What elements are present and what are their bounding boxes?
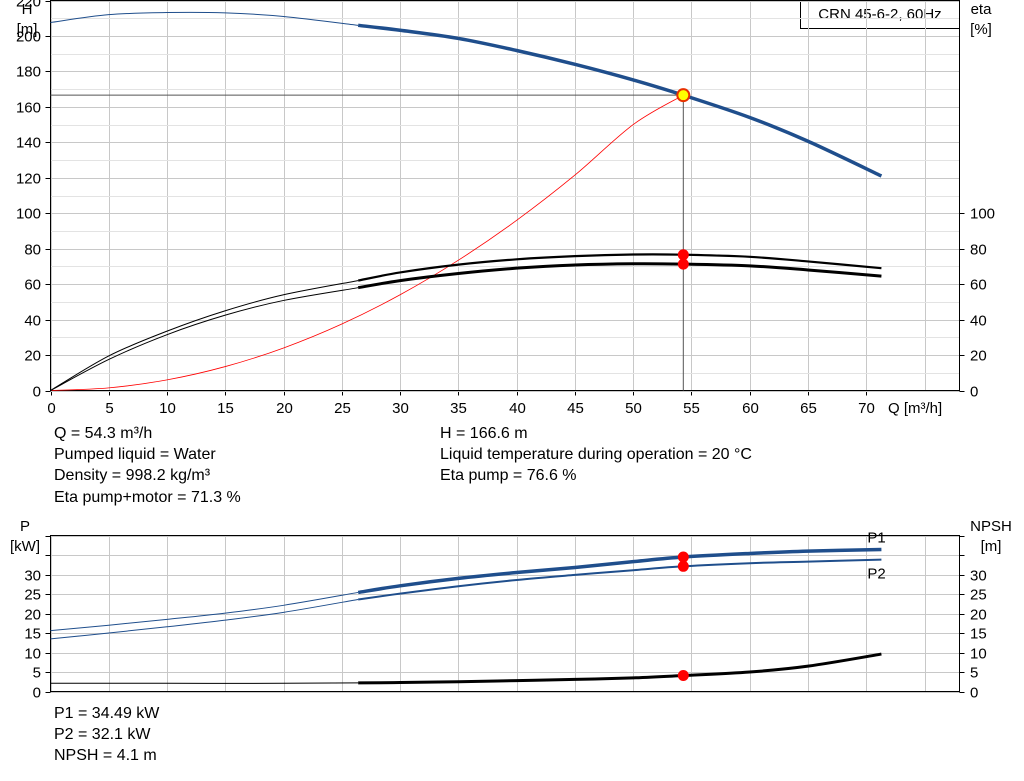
power-tick-label: 10 (24, 646, 41, 663)
y2-tick-label: 80 (970, 242, 987, 259)
y-tick-label: 100 (16, 206, 41, 223)
p2-curve-extended (50, 598, 359, 640)
npsh-tick-label: 0 (970, 685, 978, 702)
flow-axis-label: Q [m³/h] (888, 400, 942, 417)
npsh-tick-label: 30 (970, 568, 987, 585)
power-axis-label-symbol: P (20, 518, 30, 535)
y2-tick-label: 0 (970, 384, 978, 401)
eta-pump-curve-extended (50, 280, 359, 391)
pump-title-box: CRN 45-6-2, 60Hz (800, 0, 960, 29)
info-density: Density = 998.2 kg/m³ (54, 467, 211, 484)
y-tick-label: 200 (16, 29, 41, 46)
x-tick-label: 35 (450, 400, 467, 417)
info-p2: P2 = 32.1 kW (54, 726, 151, 743)
p1-series-label: P1 (867, 530, 885, 547)
head-axis-label-symbol: H (22, 1, 33, 18)
x-tick-label: 20 (276, 400, 293, 417)
info-head: H = 166.6 m (440, 425, 528, 442)
x-tick-label: 15 (217, 400, 234, 417)
head-curve-extended (50, 11, 359, 26)
power-tick-label: 20 (24, 607, 41, 624)
head-plot-border (50, 0, 960, 391)
npsh-tick-label: 10 (970, 646, 987, 663)
npsh-axis-label-unit: [m] (981, 538, 1002, 555)
operating-point-eta-pump-motor (677, 258, 689, 270)
x-tick-label: 5 (105, 400, 113, 417)
info-npsh: NPSH = 4.1 m (54, 747, 157, 764)
info-liquid-temperature: Liquid temperature during operation = 20… (440, 446, 752, 463)
power-plot-frame (50, 535, 960, 692)
power-tick-label: 5 (33, 665, 41, 682)
npsh-tick-label: 15 (970, 626, 987, 643)
y-tick-label: 120 (16, 171, 41, 188)
p2-series-label: P2 (867, 566, 885, 583)
y2-tick-label: 100 (970, 206, 995, 223)
head-plot-frame (50, 0, 960, 391)
head-axis-label-unit: [m] (17, 21, 38, 38)
x-tick-label: 55 (683, 400, 700, 417)
x-tick-label: 10 (159, 400, 176, 417)
power-plot-border (50, 535, 960, 692)
pump-title: CRN 45-6-2, 60Hz (818, 6, 941, 23)
info-pumped-liquid: Pumped liquid = Water (54, 446, 216, 463)
y2-tick-label: 40 (970, 313, 987, 330)
eta-pump-curve (357, 253, 882, 282)
npsh-tick-label: 5 (970, 665, 978, 682)
power-tick-label: 30 (24, 568, 41, 585)
p2-curve (358, 558, 882, 601)
info-eta-pump: Eta pump = 76.6 % (440, 467, 577, 484)
npsh-curve (358, 652, 882, 685)
y-tick-label: 220 (16, 0, 41, 11)
eta-axis-label-symbol: eta (971, 1, 993, 18)
x-tick-label: 45 (567, 400, 584, 417)
npsh-tick-label: 25 (970, 587, 987, 604)
power-tick-label: 25 (24, 587, 41, 604)
eta-pump-motor-curve-extended (50, 287, 359, 391)
npsh-axis-label-symbol: NPSH (970, 518, 1012, 535)
y-tick-label: 40 (24, 313, 41, 330)
eta-pump-motor-curve (357, 262, 882, 290)
info-p1: P1 = 34.49 kW (54, 705, 160, 722)
info-eta-pump-motor: Eta pump+motor = 71.3 % (54, 489, 241, 506)
y-tick-label: 20 (24, 348, 41, 365)
info-flow: Q = 54.3 m³/h (54, 425, 153, 442)
y-tick-label: 160 (16, 100, 41, 117)
x-tick-label: 60 (742, 400, 759, 417)
x-tick-label: 25 (334, 400, 351, 417)
power-tick-label: 15 (24, 626, 41, 643)
y-tick-label: 180 (16, 64, 41, 81)
head-curve (357, 23, 883, 178)
x-tick-label: 30 (392, 400, 409, 417)
operating-point-p1 (677, 551, 689, 563)
y-tick-label: 60 (24, 277, 41, 294)
head-eta-plot: 0 5 10 15 20 25 30 35 40 45 50 55 60 65 70 0 20 40 60 80 100… (16, 0, 995, 417)
y-tick-label: 0 (33, 384, 41, 401)
x-tick-label: 50 (625, 400, 642, 417)
x-tick-label: 0 (47, 400, 55, 417)
y-tick-label: 80 (24, 242, 41, 259)
power-tick-label: 0 (33, 685, 41, 702)
npsh-tick-label: 20 (970, 607, 987, 624)
x-tick-label: 40 (509, 400, 526, 417)
system-curve (50, 94, 684, 391)
eta-axis-label-unit: [%] (970, 21, 992, 38)
operating-point-eta-pump (677, 249, 689, 261)
operating-point-npsh (677, 670, 689, 682)
power-npsh-plot: 0 5 10 15 20 25 30 0 5 10 15 20 25 30 P1 P2 (24, 530, 986, 702)
operating-point-head (676, 88, 691, 103)
p1-curve (357, 547, 882, 595)
x-tick-label: 70 (858, 400, 875, 417)
y-tick-label: 140 (16, 135, 41, 152)
operating-point-p2 (677, 560, 689, 572)
y2-tick-label: 60 (970, 277, 987, 294)
y2-tick-label: 20 (970, 348, 987, 365)
power-axis-label-unit: [kW] (10, 538, 40, 555)
x-tick-label: 65 (800, 400, 817, 417)
p1-curve-extended (50, 591, 359, 632)
